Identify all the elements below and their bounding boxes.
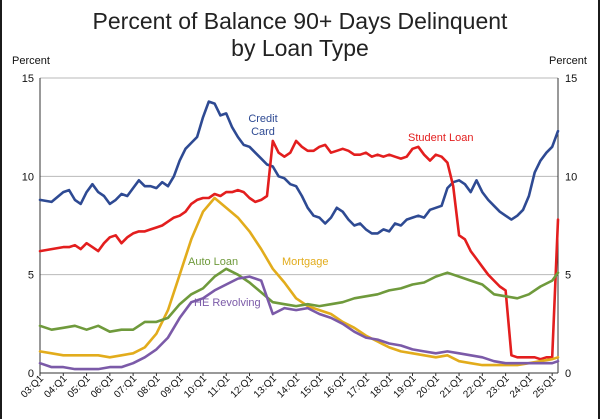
x-tick-label-15:Q1: 15:Q1 <box>298 373 325 400</box>
x-tick-label-13:Q1: 13:Q1 <box>252 373 279 400</box>
x-tick-label-09:Q1: 09:Q1 <box>159 373 186 400</box>
x-tick-label-22:Q1: 22:Q1 <box>461 373 488 400</box>
x-tick-label-16:Q1: 16:Q1 <box>322 373 349 400</box>
x-tick-label-20:Q1: 20:Q1 <box>415 373 442 400</box>
chart-title-line-1: Percent of Balance 90+ Days Delinquent <box>92 8 508 34</box>
x-tick-label-21:Q1: 21:Q1 <box>438 373 465 400</box>
x-tick-label-04:Q1: 04:Q1 <box>42 373 69 400</box>
y-tick-right-5: 5 <box>565 270 571 282</box>
series-lines <box>38 100 560 371</box>
gridlines <box>40 77 558 276</box>
series-label-auto-loan: Auto Loan <box>188 256 238 268</box>
x-tick-label-24:Q1: 24:Q1 <box>508 373 535 400</box>
y-axis-unit-right: Percent <box>549 55 587 67</box>
x-tick-label-12:Q1: 12:Q1 <box>229 373 256 400</box>
y-axis-unit-left: Percent <box>12 55 50 67</box>
y-tick-left-15: 15 <box>22 73 34 85</box>
y-tick-left-10: 10 <box>22 171 34 183</box>
x-tick-label-06:Q1: 06:Q1 <box>89 373 116 400</box>
x-tick-label-19:Q1: 19:Q1 <box>392 373 419 400</box>
series-label-mortgage: Mortgage <box>282 256 328 268</box>
series-line-mortgage <box>38 196 560 367</box>
series-label-credit-card-1: Credit <box>248 113 277 125</box>
x-tick-labels: 03:Q104:Q105:Q106:Q107:Q108:Q109:Q110:Q1… <box>19 373 559 400</box>
x-tick-label-23:Q1: 23:Q1 <box>485 373 512 400</box>
series-label-credit-card-2: Card <box>251 126 275 138</box>
y-tick-left-5: 5 <box>28 270 34 282</box>
x-tick-label-25:Q1: 25:Q1 <box>531 373 558 400</box>
series-line-he-revolving <box>38 275 560 371</box>
x-tick-label-14:Q1: 14:Q1 <box>275 373 302 400</box>
series-line-credit-card <box>38 100 560 235</box>
x-tick-label-18:Q1: 18:Q1 <box>368 373 395 400</box>
series-line-student-loan <box>38 139 560 361</box>
y-tick-right-10: 10 <box>565 171 577 183</box>
x-tick-label-10:Q1: 10:Q1 <box>182 373 209 400</box>
y-tick-right-0: 0 <box>565 368 571 380</box>
x-tick-label-11:Q1: 11:Q1 <box>206 373 233 400</box>
y-tick-right-15: 15 <box>565 73 577 85</box>
series-line-auto-loan <box>38 267 560 333</box>
x-tick-label-08:Q1: 08:Q1 <box>135 373 162 400</box>
y-tick-labels: 0 0 5 5 10 10 15 15 <box>22 73 578 380</box>
x-tick-label-17:Q1: 17:Q1 <box>345 373 372 400</box>
x-tick-label-07:Q1: 07:Q1 <box>112 373 139 400</box>
x-tick-label-05:Q1: 05:Q1 <box>66 373 93 400</box>
series-label-student-loan: Student Loan <box>408 132 473 144</box>
series-label-he-revolving: HE Revolving <box>194 297 261 309</box>
y-tick-left-0: 0 <box>28 368 34 380</box>
chart-title-line-2: by Loan Type <box>231 35 369 61</box>
